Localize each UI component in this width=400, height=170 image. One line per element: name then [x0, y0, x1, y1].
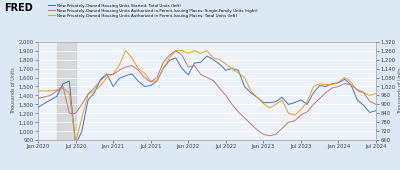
Text: FRED: FRED	[4, 3, 33, 13]
Y-axis label: Thousands of Units: Thousands of Units	[398, 68, 400, 114]
Y-axis label: Thousands of Units: Thousands of Units	[11, 68, 16, 114]
Legend: New Privately-Owned Housing Units Started: Total Units (left), New Privately-Own: New Privately-Owned Housing Units Starte…	[48, 4, 258, 18]
Bar	[57, 42, 76, 140]
